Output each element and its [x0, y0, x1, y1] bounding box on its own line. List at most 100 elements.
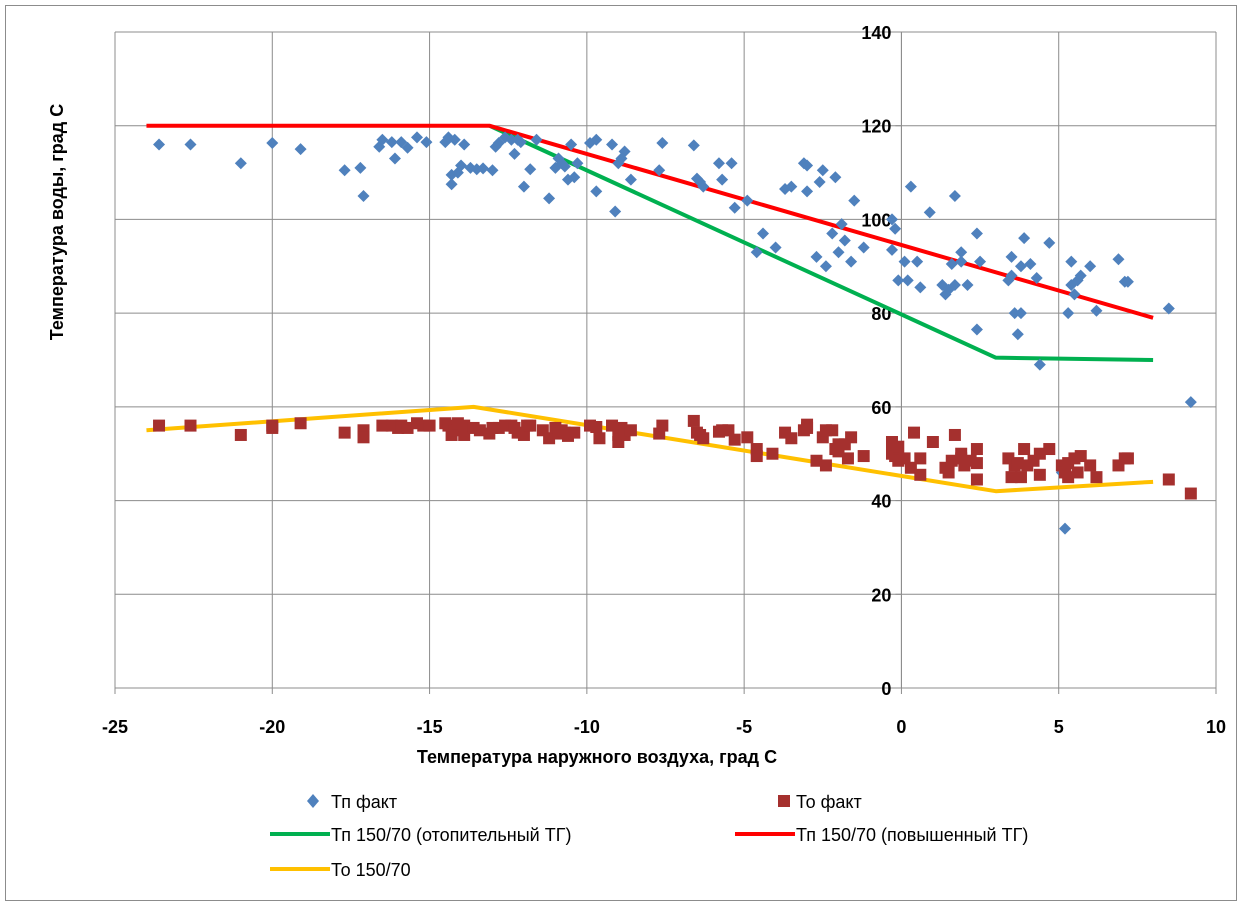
- data-point-diamond: [609, 205, 622, 218]
- line-series: [146, 123, 1154, 320]
- y-tick-label: 0: [881, 679, 891, 699]
- data-point-diamond: [656, 137, 669, 150]
- data-point-diamond: [420, 136, 433, 149]
- data-point-diamond: [970, 227, 983, 240]
- data-point-square: [892, 440, 905, 453]
- data-point-square: [1043, 443, 1056, 456]
- x-tick-label: -5: [736, 717, 752, 737]
- data-point-square: [687, 414, 700, 427]
- data-point-diamond: [508, 147, 521, 160]
- data-point-diamond: [1162, 302, 1175, 315]
- data-point-square: [857, 450, 870, 463]
- data-point-diamond: [1005, 250, 1018, 263]
- data-point-diamond: [1018, 232, 1031, 245]
- data-point-diamond: [458, 138, 471, 151]
- data-point-diamond: [857, 241, 870, 254]
- data-point-diamond: [590, 185, 603, 198]
- x-tick-label: -25: [102, 717, 128, 737]
- x-axis-title: Температура наружного воздуха, град С: [417, 747, 777, 767]
- data-point-diamond: [455, 159, 468, 172]
- data-point-diamond: [653, 164, 666, 177]
- data-point-diamond: [388, 152, 401, 165]
- data-point-diamond: [901, 274, 914, 287]
- data-point-diamond: [571, 157, 584, 170]
- data-point-square: [1033, 447, 1046, 460]
- data-point-diamond: [624, 173, 637, 186]
- data-point-diamond: [819, 260, 832, 273]
- data-point-diamond: [1084, 260, 1097, 273]
- legend-item-to-fact: То факт: [778, 792, 862, 812]
- data-point-diamond: [769, 241, 782, 254]
- y-tick-label: 60: [871, 398, 891, 418]
- data-point-diamond: [687, 139, 700, 152]
- data-point-square: [1033, 468, 1046, 481]
- data-point-square: [908, 426, 921, 439]
- data-point-diamond: [785, 180, 798, 193]
- legend-label-to-fact: То факт: [796, 792, 862, 812]
- data-point-square: [524, 419, 537, 432]
- y-tick-label: 40: [871, 492, 891, 512]
- legend-item-to-150-70: То 150/70: [270, 860, 411, 880]
- data-point-diamond: [153, 138, 166, 151]
- data-point-diamond: [845, 255, 858, 268]
- data-point-diamond: [606, 138, 619, 151]
- data-points: [153, 131, 1197, 535]
- data-point-square: [606, 419, 619, 432]
- data-point-diamond: [184, 138, 197, 151]
- data-point-diamond: [1112, 253, 1125, 266]
- x-tick-label: -20: [259, 717, 285, 737]
- y-tick-label: 20: [871, 585, 891, 605]
- legend-label-tp-fact: Тп факт: [331, 792, 397, 812]
- data-point-square: [722, 424, 735, 437]
- data-point-diamond: [826, 227, 839, 240]
- data-point-square: [1005, 471, 1018, 484]
- data-point-square: [904, 461, 917, 474]
- data-point-square: [593, 432, 606, 445]
- data-point-diamond: [848, 194, 861, 207]
- data-point-diamond: [757, 227, 770, 240]
- data-point-square: [728, 433, 741, 446]
- data-point-diamond: [410, 131, 423, 144]
- legend-label-tp-heating: Тп 150/70 (отопительный ТГ): [331, 825, 571, 845]
- data-point-square: [810, 454, 823, 467]
- data-point-square: [697, 432, 710, 445]
- x-tick-label: -15: [417, 717, 443, 737]
- data-point-square: [294, 417, 307, 430]
- data-point-diamond: [1043, 236, 1056, 249]
- legend-item-tp-fact: Тп факт: [307, 792, 397, 812]
- y-tick-label: 100: [861, 210, 891, 230]
- x-tick-labels: -25 -20 -15 -10 -5 0 5 10: [102, 717, 1226, 737]
- data-point-diamond: [448, 133, 461, 146]
- data-point-diamond: [716, 173, 729, 186]
- y-tick-label: 140: [861, 23, 891, 43]
- data-point-square: [766, 447, 779, 460]
- data-point-diamond: [1062, 307, 1075, 320]
- data-point-diamond: [914, 281, 927, 294]
- data-point-diamond: [948, 279, 961, 292]
- data-point-square: [1062, 471, 1075, 484]
- data-point-square: [458, 419, 471, 432]
- data-point-square: [338, 426, 351, 439]
- data-point-diamond: [801, 159, 814, 172]
- data-point-diamond: [1065, 255, 1078, 268]
- y-axis-title: Температура воды, град С: [47, 104, 67, 340]
- legend-marker-square: [778, 795, 790, 807]
- data-point-square: [801, 418, 814, 431]
- axes: [114, 31, 1217, 694]
- data-point-square: [1074, 450, 1087, 463]
- data-point-square: [948, 428, 961, 441]
- data-point-square: [1014, 471, 1027, 484]
- data-point-diamond: [565, 138, 578, 151]
- data-point-square: [624, 424, 637, 437]
- data-point-diamond: [892, 274, 905, 287]
- data-point-square: [970, 443, 983, 456]
- data-point-square: [741, 431, 754, 444]
- data-point-diamond: [816, 164, 829, 177]
- x-tick-label: -10: [574, 717, 600, 737]
- data-point-diamond: [801, 185, 814, 198]
- data-point-square: [785, 432, 798, 445]
- data-point-diamond: [911, 255, 924, 268]
- data-point-square: [926, 436, 939, 448]
- data-point-diamond: [835, 218, 848, 231]
